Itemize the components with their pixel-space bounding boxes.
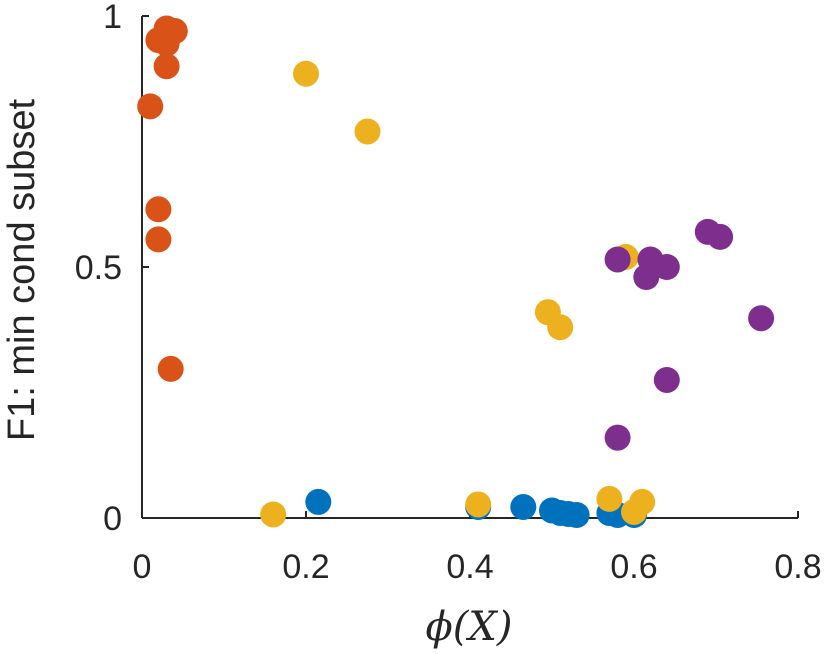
data-point-yellow bbox=[596, 485, 623, 512]
data-point-purple bbox=[633, 264, 660, 291]
data-point-yellow bbox=[354, 118, 381, 145]
y-axis-label: F1: min cond subset bbox=[1, 98, 43, 441]
data-point-orange bbox=[153, 53, 180, 80]
x-tick-label: 0 bbox=[133, 548, 152, 586]
data-point-purple bbox=[748, 305, 775, 332]
data-point-yellow bbox=[621, 498, 647, 525]
data-point-blue bbox=[510, 493, 537, 520]
data-point-orange bbox=[145, 196, 172, 223]
x-tick-label: 0.4 bbox=[446, 548, 493, 586]
y-tick-label: 0.5 bbox=[75, 249, 122, 287]
data-point-yellow bbox=[293, 60, 319, 87]
data-point-purple bbox=[653, 254, 680, 280]
data-points bbox=[137, 15, 775, 528]
data-point-purple bbox=[653, 366, 680, 393]
data-point-purple bbox=[707, 223, 734, 250]
axes bbox=[141, 16, 798, 519]
data-point-orange bbox=[157, 355, 184, 382]
data-point-orange bbox=[145, 226, 172, 253]
data-point-yellow bbox=[260, 501, 287, 528]
data-point-blue bbox=[563, 501, 590, 528]
data-point-blue bbox=[305, 488, 332, 515]
x-tick-label: 0.6 bbox=[610, 548, 657, 586]
x-axis-label: ϕ(X) bbox=[426, 604, 513, 650]
y-tick-label: 1 bbox=[103, 0, 122, 36]
x-tick-label: 0.2 bbox=[282, 548, 329, 586]
series-purple bbox=[604, 218, 775, 451]
data-point-yellow bbox=[465, 491, 492, 518]
data-point-purple bbox=[604, 424, 631, 451]
data-point-yellow bbox=[547, 314, 574, 341]
data-point-orange bbox=[153, 30, 180, 57]
series-yellow bbox=[260, 60, 656, 528]
ticks: 0 0.2 0.4 0.6 0.8 0 0.5 1 bbox=[75, 0, 822, 586]
x-tick-label: 0.8 bbox=[774, 548, 821, 586]
data-point-purple bbox=[604, 246, 631, 273]
data-point-orange bbox=[137, 93, 164, 120]
series-orange bbox=[137, 15, 188, 382]
y-tick-label: 0 bbox=[103, 500, 122, 538]
